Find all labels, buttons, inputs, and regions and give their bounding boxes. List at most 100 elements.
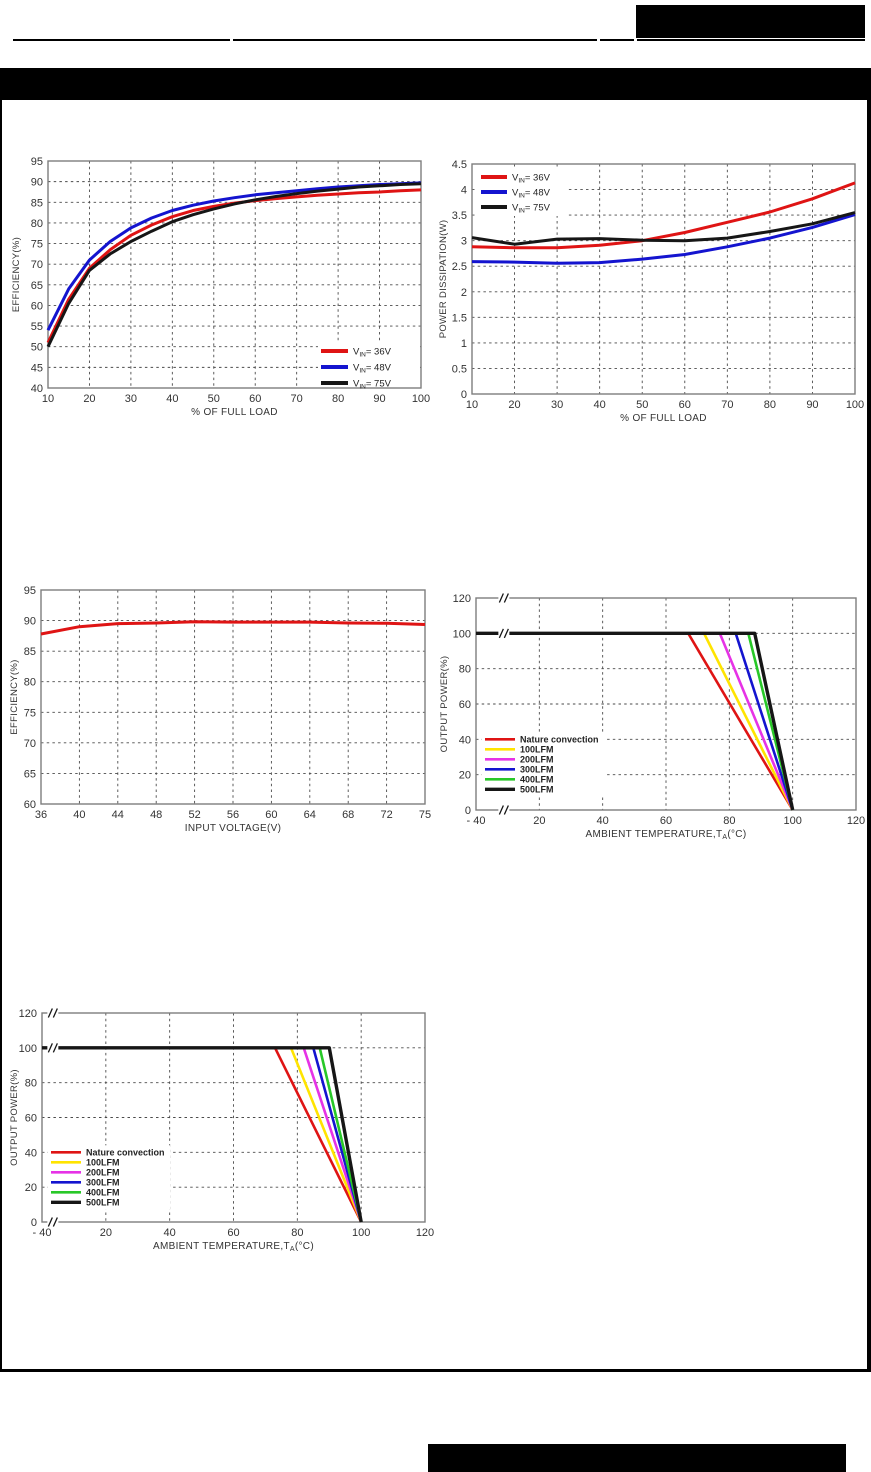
svg-text:400LFM: 400LFM: [86, 1187, 120, 1197]
section-header-bar: [0, 68, 871, 100]
svg-text:60: 60: [25, 1113, 37, 1125]
svg-text:% OF FULL LOAD: % OF FULL LOAD: [191, 407, 278, 418]
svg-text:85: 85: [24, 646, 36, 658]
svg-text:30: 30: [551, 399, 563, 411]
header-divider-middle: [233, 39, 597, 41]
svg-text:0.5: 0.5: [452, 363, 467, 375]
svg-text:60: 60: [265, 809, 277, 821]
svg-text:20: 20: [100, 1227, 112, 1239]
svg-text:65: 65: [24, 768, 36, 780]
chart-power-dissipation-vs-full-load: VIN= 36V VIN= 48V VIN= 75V 10 20 30 40 50 60 70 80…: [437, 145, 867, 425]
svg-text:100LFM: 100LFM: [86, 1157, 120, 1167]
svg-text:75: 75: [24, 707, 36, 719]
svg-text:AMBIENT TEMPERATURE,TA(°C): AMBIENT TEMPERATURE,TA(°C): [586, 829, 747, 841]
svg-text:100: 100: [19, 1043, 37, 1055]
svg-text:72: 72: [380, 809, 392, 821]
svg-text:Nature convection: Nature convection: [520, 734, 599, 744]
svg-text:40: 40: [73, 809, 85, 821]
chart-efficiency-vs-full-load: VIN= 36V VIN= 48V VIN= 75V 10 20 30 40 50 60 70 80…: [10, 145, 432, 423]
svg-text:120: 120: [847, 815, 865, 827]
svg-text:300LFM: 300LFM: [520, 764, 554, 774]
svg-text:80: 80: [723, 815, 735, 827]
header-divider-small: [600, 39, 634, 41]
header-divider-right: [637, 39, 865, 41]
svg-text:1: 1: [461, 338, 467, 350]
svg-text:1.5: 1.5: [452, 312, 467, 324]
svg-text:200LFM: 200LFM: [86, 1167, 120, 1177]
svg-text:20: 20: [25, 1182, 37, 1194]
svg-text:80: 80: [25, 1078, 37, 1090]
svg-text:80: 80: [332, 393, 344, 405]
svg-text:56: 56: [227, 809, 239, 821]
svg-text:100: 100: [846, 399, 864, 411]
svg-text:100: 100: [412, 393, 430, 405]
chart-derating-ambient-temp-1: Nature convection 100LFM 200LFM 300LFM 400LF…: [438, 580, 868, 848]
svg-text:64: 64: [304, 809, 316, 821]
svg-text:- 40: - 40: [33, 1227, 52, 1239]
svg-text:80: 80: [24, 677, 36, 689]
svg-text:VIN= 36V: VIN= 36V: [512, 173, 551, 185]
svg-text:75: 75: [419, 809, 431, 821]
svg-text:40: 40: [25, 1147, 37, 1159]
svg-text:40: 40: [164, 1227, 176, 1239]
svg-text:3: 3: [461, 236, 467, 248]
svg-text:400LFM: 400LFM: [520, 774, 554, 784]
svg-text:90: 90: [31, 177, 43, 189]
svg-text:55: 55: [31, 321, 43, 333]
svg-text:75: 75: [31, 239, 43, 251]
svg-text:2: 2: [461, 287, 467, 299]
svg-text:85: 85: [31, 197, 43, 209]
svg-text:500LFM: 500LFM: [520, 784, 554, 794]
logo-box: [636, 5, 865, 38]
svg-text:20: 20: [508, 399, 520, 411]
svg-text:0: 0: [31, 1217, 37, 1229]
svg-text:45: 45: [31, 362, 43, 374]
svg-text:95: 95: [31, 156, 43, 168]
svg-text:20: 20: [459, 770, 471, 782]
svg-text:80: 80: [291, 1227, 303, 1239]
svg-text:0: 0: [461, 389, 467, 401]
svg-text:10: 10: [42, 393, 54, 405]
svg-text:500LFM: 500LFM: [86, 1197, 120, 1207]
svg-text:POWER DISSIPATION(W): POWER DISSIPATION(W): [438, 220, 449, 339]
svg-text:80: 80: [31, 218, 43, 230]
svg-text:40: 40: [166, 393, 178, 405]
svg-text:0: 0: [465, 805, 471, 817]
svg-text:44: 44: [112, 809, 124, 821]
svg-text:60: 60: [459, 699, 471, 711]
page-frame: [0, 68, 871, 1372]
svg-text:Nature convection: Nature convection: [86, 1147, 165, 1157]
svg-text:- 40: - 40: [467, 815, 486, 827]
svg-text:50: 50: [208, 393, 220, 405]
chart-efficiency-vs-input-voltage: 36 40 44 48 52 56 60 64 68 72 75 60 65 70 75 80 85 90 95 IN…: [8, 578, 432, 850]
svg-text:80: 80: [459, 664, 471, 676]
chart-derating-ambient-temp-2: Nature convection 100LFM 200LFM 300LFM 400LF…: [8, 1005, 434, 1267]
svg-text:70: 70: [721, 399, 733, 411]
svg-text:52: 52: [188, 809, 200, 821]
svg-text:48: 48: [150, 809, 162, 821]
svg-text:EFFICIENCY(%): EFFICIENCY(%): [11, 237, 22, 312]
svg-text:VIN= 75V: VIN= 75V: [353, 379, 392, 391]
svg-text:VIN= 36V: VIN= 36V: [353, 347, 392, 359]
footer-bar: [428, 1444, 846, 1472]
svg-text:EFFICIENCY(%): EFFICIENCY(%): [9, 659, 20, 734]
svg-text:30: 30: [125, 393, 137, 405]
svg-text:36: 36: [35, 809, 47, 821]
svg-text:OUTPUT POWER(%): OUTPUT POWER(%): [9, 1069, 20, 1166]
svg-text:40: 40: [31, 383, 43, 395]
svg-text:20: 20: [533, 815, 545, 827]
svg-text:40: 40: [597, 815, 609, 827]
svg-text:AMBIENT TEMPERATURE,TA(°C): AMBIENT TEMPERATURE,TA(°C): [153, 1241, 314, 1253]
svg-text:50: 50: [31, 342, 43, 354]
svg-text:3.5: 3.5: [452, 210, 467, 222]
svg-text:200LFM: 200LFM: [520, 754, 554, 764]
svg-text:10: 10: [466, 399, 478, 411]
svg-text:40: 40: [459, 734, 471, 746]
svg-text:50: 50: [636, 399, 648, 411]
svg-text:100LFM: 100LFM: [520, 744, 554, 754]
svg-text:20: 20: [83, 393, 95, 405]
svg-text:60: 60: [679, 399, 691, 411]
svg-text:120: 120: [416, 1227, 434, 1239]
svg-text:80: 80: [764, 399, 776, 411]
svg-text:4.5: 4.5: [452, 159, 467, 171]
